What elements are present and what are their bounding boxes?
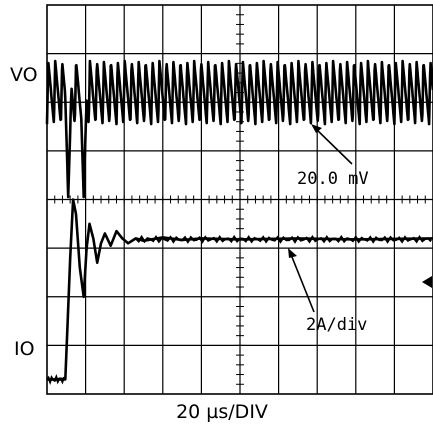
callout-arrowhead-vo: [311, 124, 322, 133]
channel-label-io: IO: [14, 338, 35, 360]
callout-arrowhead-io: [288, 248, 297, 258]
scale-label-vo: 20.0 mV: [297, 169, 369, 189]
series-io-line: [47, 198, 433, 381]
scale-label-io: 2A/div: [306, 315, 367, 335]
channel-label-vo: VO: [10, 64, 38, 86]
grid: [46, 4, 433, 395]
series-vo-line: [45, 59, 433, 199]
series-io-noise: [135, 234, 432, 244]
reference-marker: [422, 276, 432, 288]
callout-arrow-vo: [313, 126, 353, 165]
x-axis-label: 20 µs/DIV: [176, 401, 268, 423]
series-io-trace: [46, 198, 433, 385]
callout-arrow-io: [289, 251, 315, 313]
series-io-baseline: [46, 374, 66, 385]
series-vo-trace: [45, 59, 433, 199]
